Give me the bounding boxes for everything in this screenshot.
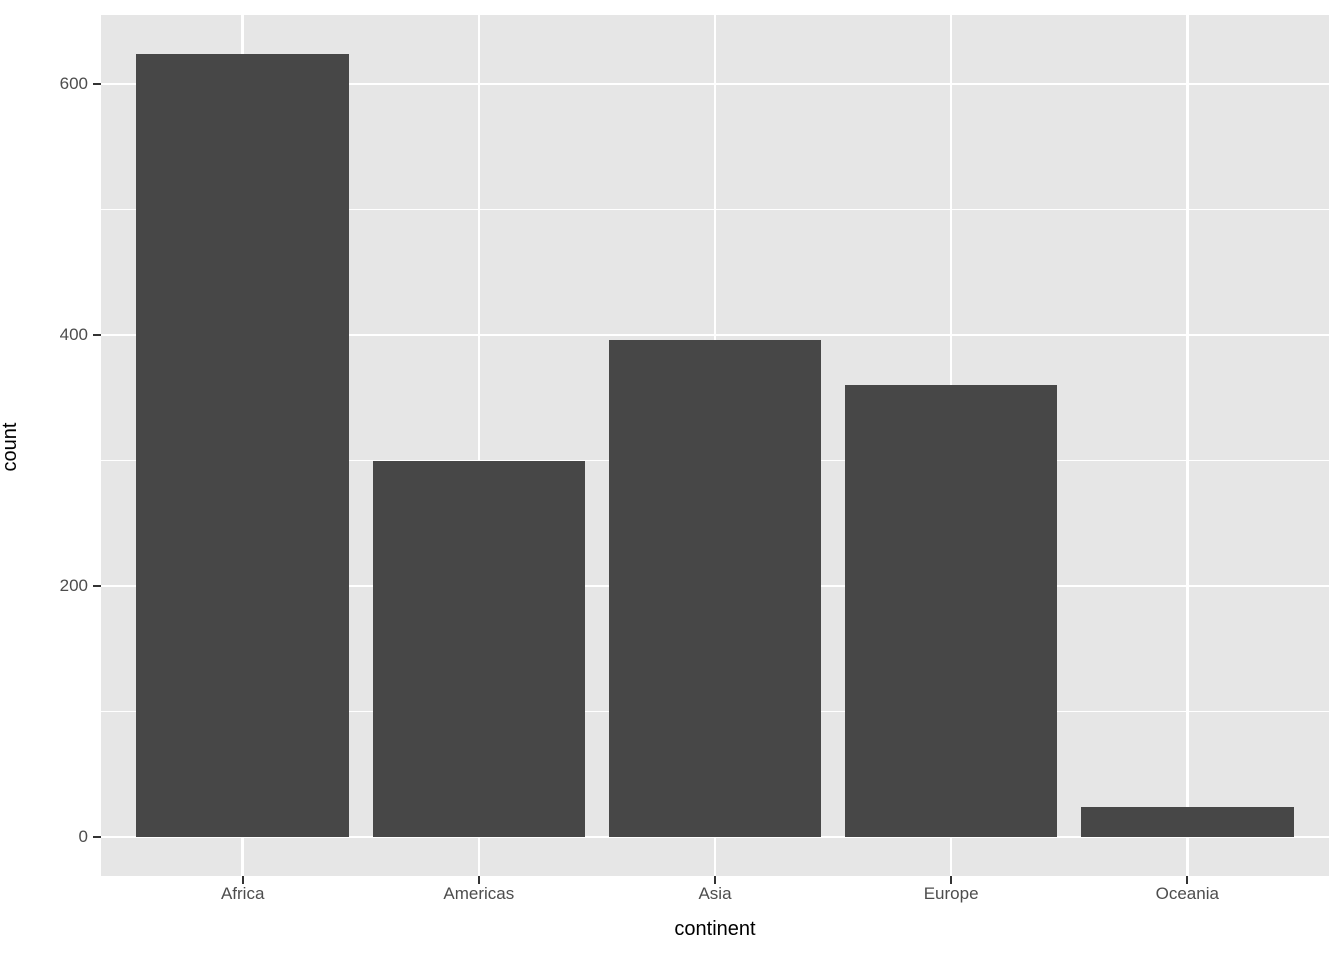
bar-europe (844, 385, 1058, 837)
bar-africa (136, 54, 349, 837)
y-tick-label-400: 400 (59, 325, 88, 345)
x-tick-mark-africa (241, 876, 244, 884)
x-tick-mark-europe (950, 876, 953, 884)
x-tick-mark-americas (477, 876, 480, 884)
y-tick-mark-400 (93, 334, 101, 337)
y-tick-mark-200 (93, 585, 101, 588)
x-tick-label-europe: Europe (923, 884, 979, 903)
x-tick-label-oceania: Oceania (1155, 884, 1219, 903)
y-tick-mark-600 (93, 83, 101, 86)
x-tick-label-africa: Africa (220, 884, 265, 903)
plot-panel (101, 15, 1329, 876)
y-tick-label-600: 600 (59, 74, 88, 94)
x-tick-mark-asia (714, 876, 716, 884)
bar-asia (608, 340, 822, 837)
y-tick-label-0: 0 (78, 827, 88, 846)
x-tick-mark-oceania (1186, 876, 1189, 884)
x-tick-label-americas: Americas (443, 884, 515, 903)
bar-americas (372, 460, 586, 837)
major-gridline-x-americas (477, 15, 481, 876)
y-axis-title: count (0, 422, 21, 472)
major-gridline-x-oceania (1186, 15, 1189, 876)
y-tick-mark-0 (93, 836, 101, 838)
x-tick-label-asia: Asia (698, 884, 732, 903)
x-axis-title: continent (674, 918, 756, 940)
y-tick-label-200: 200 (59, 576, 88, 596)
bar-oceania (1081, 806, 1294, 837)
